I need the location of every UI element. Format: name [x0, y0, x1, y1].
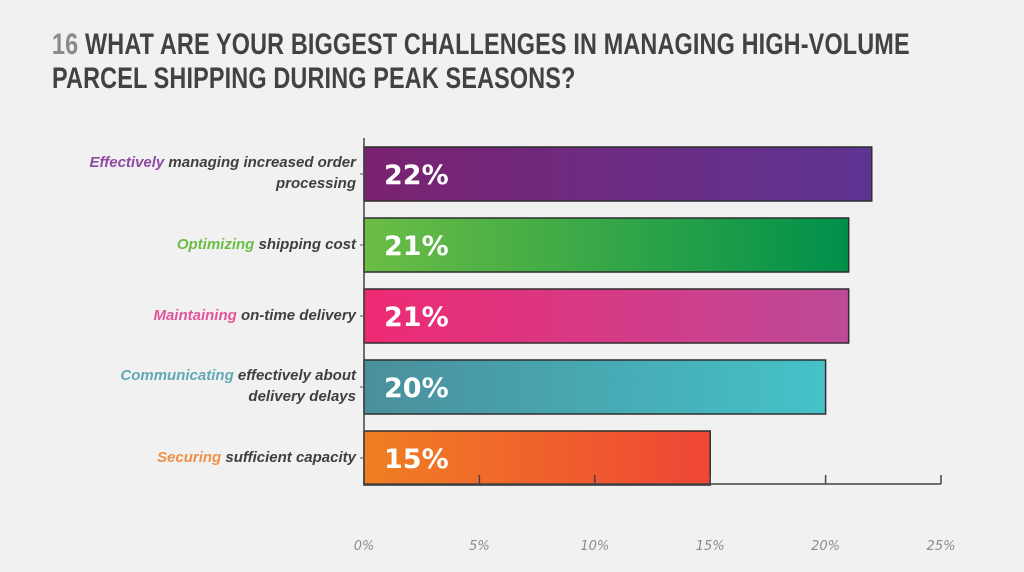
bar-value-label: 21%	[384, 302, 449, 333]
category-label-text: on-time delivery	[236, 306, 356, 324]
x-tick-label: 0%	[354, 539, 375, 554]
category-label-text-line2: delivery delays	[248, 388, 356, 405]
category-label: Securing sufficient capacity	[36, 447, 356, 468]
category-label-text: effectively about	[233, 367, 356, 384]
bar-value-label: 15%	[384, 444, 449, 475]
title-line-2: PARCEL SHIPPING DURING PEAK SEASONS?	[52, 62, 576, 95]
bar	[363, 146, 873, 202]
category-label-text: sufficient capacity	[221, 448, 356, 466]
bar-value-label: 20%	[384, 373, 449, 404]
bar-value-label: 21%	[384, 231, 449, 262]
category-label-highlight: Optimizing	[176, 235, 255, 253]
category-label-highlight: Effectively	[89, 154, 165, 171]
bar	[363, 217, 850, 273]
category-label: Optimizing shipping cost	[36, 234, 356, 255]
x-tick-label: 10%	[580, 539, 609, 554]
bar	[363, 430, 711, 486]
category-label-highlight: Securing	[157, 448, 222, 466]
category-label-highlight: Communicating	[120, 367, 234, 384]
category-label-text: managing increased order	[164, 154, 356, 171]
category-label: Maintaining on-time delivery	[36, 305, 356, 326]
category-label-text-line2: processing	[275, 175, 356, 192]
bar	[363, 359, 827, 415]
x-tick-label: 5%	[469, 539, 490, 554]
chart-title: 16 WHAT ARE YOUR BIGGEST CHALLENGES IN M…	[52, 28, 910, 96]
question-number: 16	[52, 28, 79, 61]
title-line-1: WHAT ARE YOUR BIGGEST CHALLENGES IN MANA…	[85, 28, 910, 61]
bar-value-label: 22%	[384, 160, 449, 191]
category-label-text: shipping cost	[254, 235, 356, 253]
x-tick-label: 15%	[696, 539, 725, 554]
x-tick-label: 25%	[927, 539, 956, 554]
bar	[363, 288, 850, 344]
category-label: Effectively managing increased order proc…	[36, 152, 357, 194]
category-label: Communicating effectively about delivery …	[36, 365, 356, 407]
category-label-highlight: Maintaining	[153, 306, 237, 324]
x-tick-label: 20%	[811, 539, 840, 554]
